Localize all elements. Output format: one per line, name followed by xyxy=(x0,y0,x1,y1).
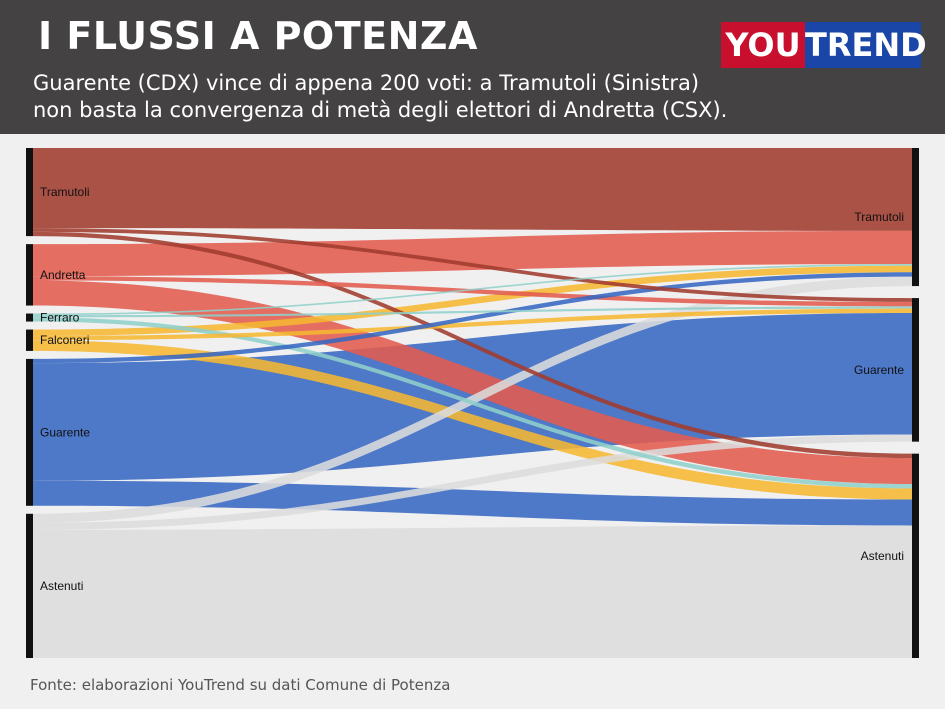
flow-falconeri-to-tramutoli xyxy=(33,265,912,336)
flow-astenuti-to-guarente xyxy=(33,434,912,530)
left-node-label-ferraro: Ferraro xyxy=(40,311,80,325)
page-subtitle: Guarente (CDX) vince di appena 200 voti:… xyxy=(33,70,903,124)
source-note: Fonte: elaborazioni YouTrend su dati Com… xyxy=(30,676,451,694)
subtitle-line-2: non basta la convergenza di metà degli e… xyxy=(33,98,728,122)
left-node-label-falconeri: Falconeri xyxy=(40,333,89,347)
right-node-label-guarente: Guarente xyxy=(854,363,904,377)
right-node-bar-guarente xyxy=(912,298,919,442)
flow-astenuti-to-tramutoli xyxy=(33,276,912,523)
left-node-bar-tramutoli xyxy=(26,148,33,237)
flow-andretta-to-guarente xyxy=(33,276,912,307)
left-node-bar-astenuti xyxy=(26,513,33,658)
flow-tramutoli-to-tramutoli xyxy=(33,148,912,231)
youtrend-logo: YOU TREND xyxy=(721,22,927,68)
left-node-bar-guarente xyxy=(26,358,33,506)
left-node-label-andretta: Andretta xyxy=(40,268,86,282)
flows xyxy=(33,148,912,658)
right-node-label-astenuti: Astenuti xyxy=(861,549,904,563)
right-node-bar-tramutoli xyxy=(912,148,919,287)
subtitle-line-1: Guarente (CDX) vince di appena 200 voti:… xyxy=(33,71,700,95)
flow-guarente-to-tramutoli xyxy=(33,272,912,364)
left-node-label-guarente: Guarente xyxy=(40,425,90,439)
flow-andretta-to-astenuti xyxy=(33,280,912,485)
flow-falconeri-to-guarente xyxy=(33,308,912,341)
flow-andretta-to-tramutoli xyxy=(33,230,912,277)
flow-ferraro-to-astenuti xyxy=(33,317,912,489)
right-node-label-tramutoli: Tramutoli xyxy=(854,210,904,224)
right-node-bar-astenuti xyxy=(912,453,919,658)
flow-ferraro-to-tramutoli xyxy=(33,263,912,316)
logo-part-you: YOU xyxy=(721,22,805,68)
flow-astenuti-to-astenuti xyxy=(33,525,912,658)
page-title: I FLUSSI A POTENZA xyxy=(38,14,478,58)
left-node-label-tramutoli: Tramutoli xyxy=(40,185,90,199)
flow-ferraro-to-guarente xyxy=(33,306,912,318)
nodes: Tramutoli Andretta Ferraro Falconeri Guarent… xyxy=(26,148,919,658)
left-node-bar-ferraro xyxy=(26,313,33,322)
logo-part-trend: TREND xyxy=(805,22,927,68)
left-node-bar-falconeri xyxy=(26,329,33,351)
flow-tramutoli-to-astenuti xyxy=(33,231,912,459)
left-node-bar-andretta xyxy=(26,244,33,306)
flow-tramutoli-to-guarente xyxy=(33,228,912,302)
left-node-label-astenuti: Astenuti xyxy=(40,579,83,593)
flow-falconeri-to-astenuti xyxy=(33,340,912,500)
sankey-chart: Tramutoli Andretta Ferraro Falconeri Guarent… xyxy=(26,148,919,658)
header: I FLUSSI A POTENZA Guarente (CDX) vince … xyxy=(0,0,945,134)
